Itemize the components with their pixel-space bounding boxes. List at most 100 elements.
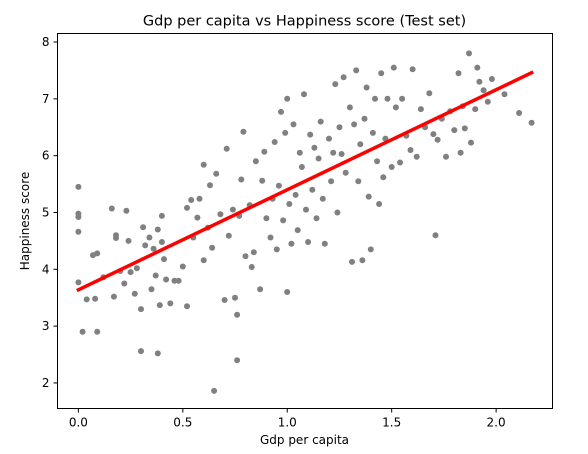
data-point (196, 195, 203, 202)
data-point (466, 50, 472, 57)
data-point (234, 357, 241, 364)
data-point (161, 256, 167, 263)
data-point (303, 206, 309, 213)
x-tick-label: 0.0 (69, 416, 88, 430)
regression-line (76, 70, 534, 293)
data-point (378, 70, 385, 77)
data-point (313, 215, 320, 222)
data-point (353, 67, 360, 74)
data-point (156, 302, 163, 309)
data-point (346, 104, 353, 111)
data-point (355, 178, 362, 185)
data-point (113, 232, 119, 239)
data-point (457, 149, 464, 156)
data-point (194, 214, 201, 221)
x-tick-label: 1.0 (278, 416, 297, 430)
data-point (340, 74, 347, 81)
data-point (476, 78, 483, 85)
data-point (138, 348, 144, 355)
data-point (142, 242, 149, 249)
data-point (92, 295, 99, 302)
data-point (271, 139, 278, 145)
data-point (451, 127, 458, 134)
data-point (342, 169, 349, 176)
data-point (284, 289, 291, 295)
data-point (217, 211, 224, 218)
y-tick-label: 5 (42, 205, 50, 219)
data-point (474, 64, 481, 71)
data-point (309, 186, 316, 193)
data-point (292, 191, 299, 198)
data-point (372, 95, 378, 102)
data-point (154, 350, 161, 357)
data-point (94, 250, 101, 257)
data-point (278, 108, 284, 115)
data-point (407, 147, 414, 153)
data-point (363, 84, 370, 91)
data-point (286, 201, 293, 207)
data-point (221, 297, 228, 303)
data-point (397, 159, 403, 166)
data-point (296, 149, 303, 156)
data-point (267, 234, 274, 241)
data-point (430, 131, 437, 138)
data-point (432, 232, 439, 239)
x-tick-label: 0.5 (173, 416, 192, 430)
data-point (131, 290, 138, 297)
data-point (232, 294, 238, 301)
data-point (290, 121, 297, 128)
x-axis-ticks: 0.0 0.5 1.0 1.5 2.0 (69, 408, 506, 430)
data-point (280, 217, 287, 224)
data-point (184, 204, 190, 211)
data-point (390, 64, 397, 71)
y-tick-label: 7 (42, 92, 50, 106)
data-point (252, 158, 259, 165)
data-point (392, 104, 399, 111)
data-point (158, 212, 165, 219)
data-point (388, 164, 395, 170)
data-point (148, 286, 155, 293)
data-point (75, 214, 82, 220)
data-point (273, 246, 280, 253)
data-point (242, 253, 249, 260)
data-point (321, 240, 328, 247)
y-tick-label: 6 (42, 149, 50, 163)
data-point (319, 195, 326, 202)
data-point (361, 115, 368, 122)
data-point (154, 226, 161, 233)
x-tick-label: 2.0 (487, 416, 506, 430)
y-tick-label: 4 (42, 262, 50, 276)
y-axis-label: Happiness score (18, 172, 32, 271)
data-point (443, 153, 449, 160)
data-point (263, 215, 270, 222)
data-point (133, 265, 140, 272)
data-point (336, 124, 343, 131)
data-point (127, 269, 134, 276)
data-point (79, 328, 86, 335)
data-point (146, 234, 153, 241)
data-point (223, 145, 230, 152)
data-point (480, 87, 487, 94)
data-point (229, 206, 236, 213)
data-point (188, 197, 195, 203)
data-point (426, 90, 433, 97)
data-point (528, 119, 535, 126)
data-point (152, 272, 159, 279)
data-point (365, 193, 372, 200)
data-point (455, 70, 462, 77)
data-point (140, 224, 147, 231)
y-tick-label: 8 (42, 35, 50, 49)
plot-frame (57, 33, 553, 409)
data-point (275, 182, 282, 189)
y-axis-ticks: 2 3 4 5 6 7 8 (42, 35, 58, 390)
data-point (259, 177, 266, 184)
data-point (248, 264, 255, 270)
data-point (301, 91, 307, 98)
data-point (261, 148, 268, 155)
data-point (209, 244, 216, 251)
data-point (369, 129, 376, 136)
data-point (213, 170, 220, 177)
data-point (108, 205, 115, 212)
data-point (328, 178, 335, 185)
